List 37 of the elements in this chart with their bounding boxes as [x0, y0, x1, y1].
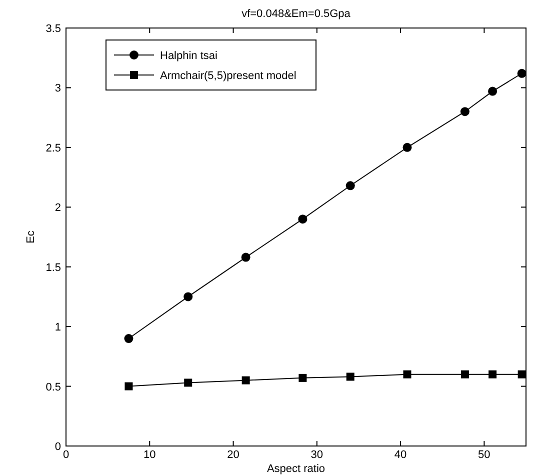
- x-tick-label: 40: [394, 449, 407, 461]
- y-tick-label: 0: [54, 441, 61, 453]
- x-tick-label: 0: [62, 449, 70, 461]
- x-tick-label: 50: [478, 449, 490, 461]
- chart-title: vf=0.048&Em=0.5Gpa: [242, 8, 352, 20]
- y-tick-label: 1: [54, 322, 61, 334]
- point: [460, 107, 470, 116]
- y-tick-label: 3: [54, 82, 61, 95]
- point: [298, 374, 307, 382]
- legend-label: Halphin tsai: [160, 50, 218, 62]
- point: [402, 142, 412, 152]
- x-axis-title: Aspect ratio: [266, 463, 326, 475]
- point: [460, 370, 469, 378]
- x-tick-label: 20: [227, 449, 240, 461]
- point: [242, 376, 250, 384]
- point: [124, 382, 133, 390]
- y-tick-label: 2.5: [46, 142, 61, 154]
- point: [346, 372, 354, 381]
- y-tick-label: 1.5: [46, 262, 61, 274]
- point: [517, 68, 526, 78]
- point: [403, 370, 412, 378]
- point: [241, 252, 250, 262]
- y-axis-title: Ec: [25, 230, 37, 244]
- point: [184, 378, 192, 387]
- point: [298, 214, 308, 224]
- y-tick-label: 2: [54, 202, 61, 214]
- point: [124, 334, 134, 344]
- point: [488, 370, 497, 378]
- y-tick-label: 3.5: [46, 23, 61, 35]
- x-tick-label: 30: [310, 449, 324, 461]
- point: [488, 86, 498, 96]
- point: [518, 370, 526, 378]
- x-tick-label: 10: [144, 449, 156, 461]
- point: [184, 292, 193, 302]
- point: [346, 181, 355, 190]
- y-tick-label: 0.5: [46, 381, 61, 394]
- legend-label: Armchair(5,5)present model: [160, 70, 296, 82]
